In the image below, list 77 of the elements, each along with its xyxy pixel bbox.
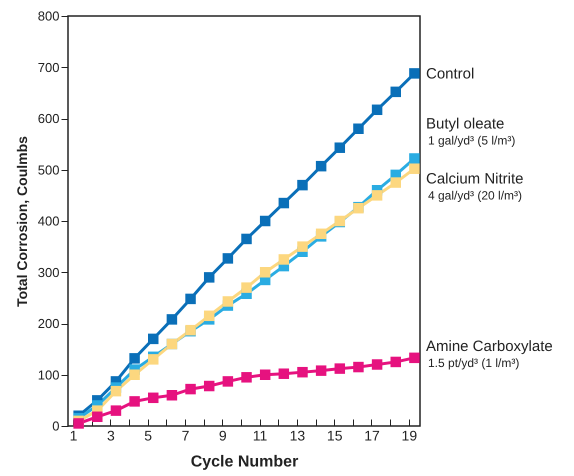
y-tick-label: 100 bbox=[38, 367, 60, 382]
point bbox=[166, 314, 178, 325]
point bbox=[409, 153, 420, 164]
point bbox=[222, 253, 234, 264]
y-tick-label: 500 bbox=[38, 162, 60, 178]
x-tick-label: 3 bbox=[106, 428, 115, 444]
point bbox=[316, 365, 326, 376]
text: 1.5 pt/yd³ (1 l/m³) bbox=[428, 356, 520, 370]
point bbox=[353, 124, 364, 134]
point bbox=[260, 370, 270, 380]
point bbox=[185, 294, 196, 304]
point bbox=[297, 180, 308, 190]
text: 1 gal/yd³ (5 l/m³) bbox=[428, 133, 516, 148]
series-label: Control bbox=[426, 65, 474, 82]
point bbox=[372, 190, 382, 201]
x-tick-label: 15 bbox=[326, 428, 343, 444]
point bbox=[297, 241, 308, 252]
x-tick-label: 17 bbox=[364, 428, 380, 444]
y-tick-label: 700 bbox=[38, 60, 60, 75]
point bbox=[409, 352, 420, 364]
point bbox=[110, 386, 122, 396]
point bbox=[278, 368, 290, 379]
y-tick-label: 400 bbox=[38, 214, 60, 228]
point bbox=[129, 353, 140, 364]
x-tick-label: 5 bbox=[144, 428, 152, 444]
point bbox=[334, 142, 346, 153]
point bbox=[204, 380, 214, 392]
point bbox=[73, 418, 84, 429]
series-label: Amine Carboxylate bbox=[426, 338, 553, 355]
point bbox=[166, 390, 178, 400]
point bbox=[92, 412, 103, 422]
point bbox=[372, 104, 382, 116]
y-tick-label: 800 bbox=[38, 8, 60, 24]
series-label: Butyl oleate bbox=[426, 115, 504, 132]
point bbox=[204, 310, 214, 322]
y-axis-title: Total Corrosion, Coulmbs bbox=[14, 136, 30, 307]
point bbox=[204, 272, 214, 283]
y-tick-label: 200 bbox=[38, 316, 60, 331]
point bbox=[222, 376, 234, 387]
point bbox=[409, 163, 420, 174]
point bbox=[148, 392, 158, 404]
x-tick-label: 7 bbox=[182, 428, 190, 444]
x-tick-label: 11 bbox=[252, 428, 268, 444]
point bbox=[110, 405, 122, 416]
point bbox=[148, 354, 158, 365]
point bbox=[148, 334, 158, 344]
point bbox=[278, 254, 290, 265]
point bbox=[390, 86, 401, 98]
point bbox=[334, 363, 346, 374]
point bbox=[241, 282, 252, 293]
x-tick-label: 13 bbox=[290, 428, 306, 444]
x-tick-label: 1 bbox=[70, 428, 78, 444]
point bbox=[260, 216, 270, 226]
x-tick-label: 19 bbox=[402, 428, 418, 444]
point bbox=[409, 68, 420, 79]
x-axis-title: Cycle Number bbox=[190, 454, 298, 470]
point bbox=[129, 370, 140, 380]
point bbox=[390, 356, 401, 368]
point bbox=[222, 296, 234, 307]
y-tick-label: 600 bbox=[38, 111, 60, 126]
point bbox=[241, 372, 252, 383]
point bbox=[372, 359, 382, 370]
y-tick-label: 0 bbox=[52, 418, 60, 434]
point bbox=[316, 228, 326, 240]
point bbox=[185, 384, 196, 394]
point bbox=[260, 267, 270, 278]
point bbox=[390, 177, 401, 188]
series-label: Calcium Nitrite bbox=[426, 170, 524, 188]
point bbox=[129, 396, 140, 407]
x-tick-label: 9 bbox=[218, 428, 227, 444]
text: 4 gal/yd³ (20 l/m³) bbox=[428, 188, 522, 203]
point bbox=[278, 198, 290, 208]
point bbox=[316, 160, 326, 172]
point bbox=[241, 234, 252, 244]
point bbox=[353, 362, 364, 372]
y-tick-label: 300 bbox=[38, 264, 60, 280]
point bbox=[297, 366, 308, 378]
